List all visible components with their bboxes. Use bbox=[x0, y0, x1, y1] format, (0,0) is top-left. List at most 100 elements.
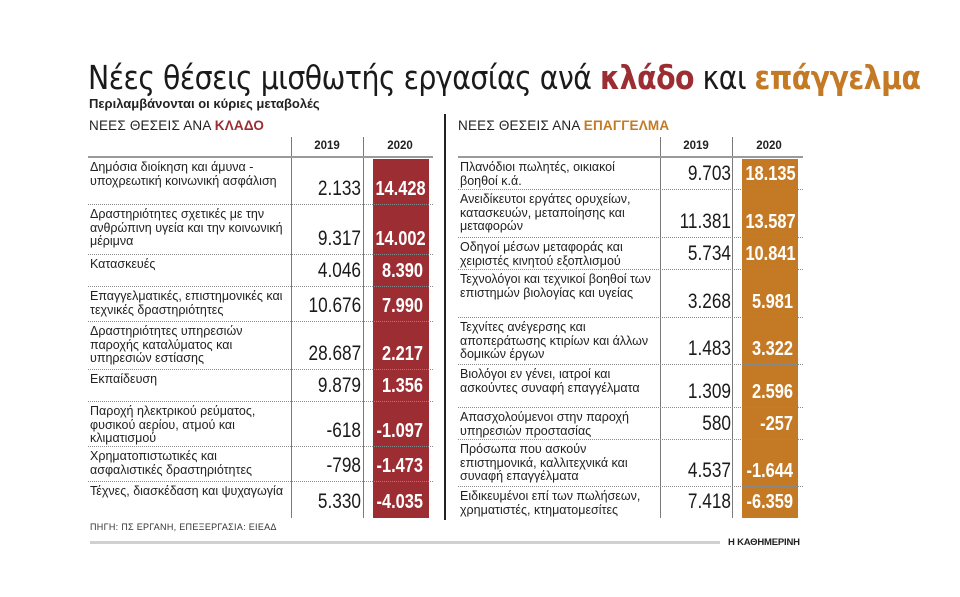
left-col-divider-2 bbox=[363, 137, 364, 518]
subtitle: Περιλαμβάνονται οι κύριες μεταβολές bbox=[89, 96, 320, 111]
row-label: Δημόσια διοίκηση και άμυνα - υποχρεωτική… bbox=[90, 160, 277, 188]
value-2019: 1.483 bbox=[687, 337, 731, 360]
value-2019: 10.676 bbox=[308, 294, 362, 317]
value-2019: -618 bbox=[326, 419, 361, 442]
left-2020-column-fill bbox=[373, 159, 429, 518]
value-2020: 2.217 bbox=[381, 343, 423, 365]
left-col-header-2019: 2019 bbox=[314, 140, 340, 152]
value-2020: -1.644 bbox=[746, 460, 793, 482]
right-table-row: Τεχνίτες ανέγερσης και αποπεράτωσης κτιρ… bbox=[458, 318, 803, 365]
row-label: Ανειδίκευτοι εργάτες ορυχείων, κατασκευώ… bbox=[460, 192, 631, 233]
left-title-keyword: ΚΛΑΔΟ bbox=[214, 118, 265, 133]
value-2020: 14.428 bbox=[375, 178, 426, 200]
value-2020: -1.097 bbox=[376, 420, 423, 442]
right-table-row: Ειδικευμένοι επί των πωλήσεων, χρηματιστ… bbox=[458, 487, 803, 517]
right-col-header-2020: 2020 bbox=[756, 140, 782, 152]
left-table-row: Τέχνες, διασκέδαση και ψυχαγωγία 5.330 -4.… bbox=[88, 482, 433, 517]
row-label: Βιολόγοι εν γένει, ιατροί και ασκούντες … bbox=[460, 367, 640, 395]
left-table-row: Δραστηριότητες σχετικές με την ανθρώπινη… bbox=[88, 205, 433, 255]
row-label: Επαγγελματικές, επιστημονικές και τεχνικ… bbox=[90, 289, 283, 317]
right-table-row: Πλανόδιοι πωλητές, οικιακοί βοηθοί κ.ά. 9… bbox=[458, 158, 803, 190]
right-table-row: Απασχολούμενοι στην παροχή υπηρεσιών προ… bbox=[458, 408, 803, 440]
footer-rule bbox=[90, 541, 720, 544]
value-2020: 3.322 bbox=[751, 338, 793, 360]
row-label: Δραστηριότητες υπηρεσιών παροχής καταλύμ… bbox=[90, 324, 243, 365]
row-label: Τεχνίτες ανέγερσης και αποπεράτωσης κτιρ… bbox=[460, 320, 649, 361]
value-2019: 4.537 bbox=[687, 459, 731, 482]
right-2020-column-fill bbox=[742, 159, 798, 518]
title-text-mid: και bbox=[694, 58, 755, 97]
left-table-row: Επαγγελματικές, επιστημονικές και τεχνικ… bbox=[88, 287, 433, 322]
value-2020: 18.135 bbox=[745, 163, 796, 185]
value-2020: 2.596 bbox=[751, 381, 793, 403]
left-table-row: Παροχή ηλεκτρικού ρεύματος, φυσικού αερί… bbox=[88, 402, 433, 447]
value-2019: 28.687 bbox=[308, 342, 362, 365]
left-table-row: Χρηματοπιστωτικές και ασφαλιστικές δραστ… bbox=[88, 447, 433, 482]
right-header-rule bbox=[458, 156, 803, 158]
left-table-row: Δημόσια διοίκηση και άμυνα - υποχρεωτική… bbox=[88, 158, 433, 205]
left-header-rule bbox=[88, 156, 433, 158]
page-title: Νέες θέσεις μισθωτής εργασίας ανά κλάδο … bbox=[88, 58, 921, 98]
value-2019: 3.268 bbox=[687, 290, 731, 313]
value-2020: 5.981 bbox=[751, 291, 793, 313]
left-title-text: ΝΕΕΣ ΘΕΣΕΙΣ ΑΝΑ bbox=[89, 118, 215, 133]
right-table-row: Οδηγοί μέσων μεταφοράς και χειριστές κιν… bbox=[458, 238, 803, 270]
value-2019: -798 bbox=[326, 454, 361, 477]
right-table-row: Πρόσωπα που ασκούν επιστημονικά, καλλιτε… bbox=[458, 440, 803, 487]
value-2019: 5.734 bbox=[687, 242, 731, 265]
value-2020: -257 bbox=[760, 413, 793, 435]
row-label: Παροχή ηλεκτρικού ρεύματος, φυσικού αερί… bbox=[90, 404, 256, 445]
row-label: Πρόσωπα που ασκούν επιστημονικά, καλλιτε… bbox=[460, 442, 628, 483]
publisher-brand: Η ΚΑΘΗΜΕΡΙΝΗ bbox=[728, 537, 800, 548]
value-2019: 9.879 bbox=[317, 374, 361, 397]
row-label: Οδηγοί μέσων μεταφοράς και χειριστές κιν… bbox=[460, 240, 623, 268]
section-divider bbox=[444, 114, 446, 520]
title-text: Νέες θέσεις μισθωτής εργασίας ανά bbox=[88, 58, 601, 97]
value-2020: 10.841 bbox=[745, 243, 796, 265]
value-2019: 9.317 bbox=[317, 227, 361, 250]
right-title-keyword: ΕΠΑΓΓΕΛΜΑ bbox=[583, 118, 670, 133]
left-table-title: ΝΕΕΣ ΘΕΣΕΙΣ ΑΝΑ ΚΛΑΔΟ bbox=[89, 118, 264, 133]
value-2019: 9.703 bbox=[687, 162, 731, 185]
right-table-title: ΝΕΕΣ ΘΕΣΕΙΣ ΑΝΑ ΕΠΑΓΓΕΛΜΑ bbox=[458, 118, 669, 133]
value-2019: 5.330 bbox=[317, 490, 361, 513]
value-2019: 4.046 bbox=[317, 259, 361, 282]
value-2019: 580 bbox=[702, 412, 731, 435]
right-title-text: ΝΕΕΣ ΘΕΣΕΙΣ ΑΝΑ bbox=[458, 118, 584, 133]
left-col-header-2020: 2020 bbox=[387, 140, 413, 152]
row-label: Ειδικευμένοι επί των πωλήσεων, χρηματιστ… bbox=[460, 489, 641, 517]
right-col-header-2019: 2019 bbox=[683, 140, 709, 152]
row-label: Πλανόδιοι πωλητές, οικιακοί βοηθοί κ.ά. bbox=[460, 160, 615, 188]
source-note: ΠΗΓΗ: ΠΣ ΕΡΓΑΝΗ, ΕΠΕΞΕΡΓΑΣΙΑ: ΕΙΕΑΔ bbox=[90, 522, 277, 532]
value-2019: 2.133 bbox=[317, 177, 361, 200]
row-label: Τέχνες, διασκέδαση και ψυχαγωγία bbox=[90, 484, 284, 498]
right-table-row: Τεχνολόγοι και τεχνικοί βοηθοί των επιστ… bbox=[458, 270, 803, 318]
value-2020: 14.002 bbox=[375, 228, 426, 250]
row-label: Κατασκευές bbox=[90, 257, 156, 271]
title-keyword-occupation: επάγγελμα bbox=[754, 58, 921, 97]
value-2020: 13.587 bbox=[745, 211, 796, 233]
row-label: Εκπαίδευση bbox=[90, 372, 158, 386]
right-table-row: Βιολόγοι εν γένει, ιατροί και ασκούντες … bbox=[458, 365, 803, 408]
value-2019: 7.418 bbox=[687, 490, 731, 513]
right-col-divider-2 bbox=[732, 137, 733, 518]
title-keyword-sector: κλάδο bbox=[600, 58, 695, 97]
value-2019: 1.309 bbox=[687, 380, 731, 403]
value-2020: 7.990 bbox=[381, 295, 423, 317]
value-2020: 1.356 bbox=[381, 375, 423, 397]
row-label: Δραστηριότητες σχετικές με την ανθρώπινη… bbox=[90, 207, 283, 248]
row-label: Απασχολούμενοι στην παροχή υπηρεσιών προ… bbox=[460, 410, 629, 438]
left-table-row: Δραστηριότητες υπηρεσιών παροχής καταλύμ… bbox=[88, 322, 433, 370]
value-2019: 11.381 bbox=[679, 210, 731, 233]
row-label: Χρηματοπιστωτικές και ασφαλιστικές δραστ… bbox=[90, 449, 253, 477]
right-table-row: Ανειδίκευτοι εργάτες ορυχείων, κατασκευώ… bbox=[458, 190, 803, 238]
value-2020: -4.035 bbox=[376, 491, 423, 513]
value-2020: -6.359 bbox=[746, 491, 793, 513]
left-table-row: Εκπαίδευση 9.879 1.356 bbox=[88, 370, 433, 402]
right-col-divider-1 bbox=[660, 137, 661, 518]
value-2020: 8.390 bbox=[381, 260, 423, 282]
left-col-divider-1 bbox=[291, 137, 292, 518]
left-table-row: Κατασκευές 4.046 8.390 bbox=[88, 255, 433, 287]
value-2020: -1.473 bbox=[376, 455, 423, 477]
row-label: Τεχνολόγοι και τεχνικοί βοηθοί των επιστ… bbox=[460, 272, 651, 300]
